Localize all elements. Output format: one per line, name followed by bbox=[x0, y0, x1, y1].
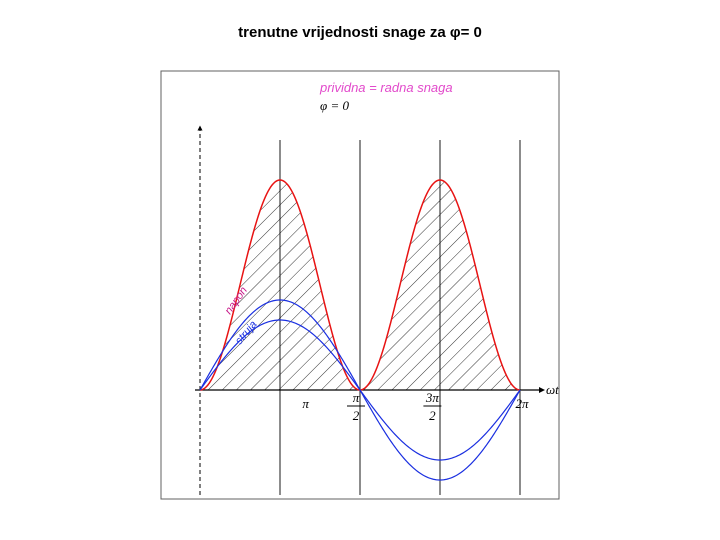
slide-title: trenutne vrijednosti snage za φ= 0 bbox=[0, 24, 720, 41]
power-chart: prividna = radna snaga φ = 0 naponstruja… bbox=[160, 70, 560, 500]
x-tick: π bbox=[353, 390, 360, 405]
x-tick: π bbox=[302, 396, 309, 411]
subtitle-line2: φ = 0 bbox=[320, 98, 349, 113]
x-tick: 2π bbox=[515, 396, 529, 411]
x-tick: 2 bbox=[429, 408, 436, 423]
chart-svg: prividna = radna snaga φ = 0 naponstruja… bbox=[160, 70, 560, 500]
subtitle-line1: prividna = radna snaga bbox=[319, 80, 453, 95]
plot-group: naponstrujaππ23π22πωt bbox=[195, 128, 559, 495]
x-tick: 2 bbox=[353, 408, 360, 423]
x-axis-label: ωt bbox=[546, 382, 559, 397]
slide: trenutne vrijednosti snage za φ= 0 privi… bbox=[0, 0, 720, 540]
x-tick: 3π bbox=[425, 390, 440, 405]
